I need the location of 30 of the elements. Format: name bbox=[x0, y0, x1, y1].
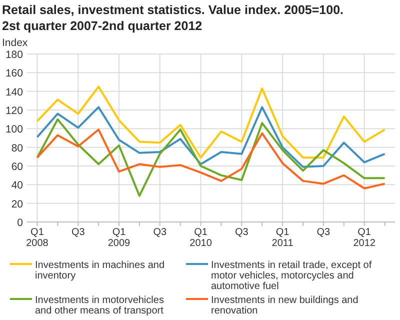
y-tick-label: 160 bbox=[5, 68, 24, 80]
x-tick-label: Q3 bbox=[71, 227, 86, 238]
x-tick-label: Q3 bbox=[153, 227, 167, 238]
line-series bbox=[36, 128, 386, 190]
y-axis-title: Index bbox=[2, 37, 28, 49]
y-tick-label: 40 bbox=[11, 180, 24, 192]
line-series bbox=[36, 106, 386, 168]
y-tick-label: 100 bbox=[5, 124, 24, 136]
line-series bbox=[36, 118, 386, 197]
y-tick-label: 60 bbox=[11, 161, 24, 173]
line-series bbox=[36, 86, 386, 159]
legend-label: Investments in machines and inventory bbox=[35, 260, 165, 282]
legend-label: Investments in retail trade, except of motor vehicles, motorcycles and automotive fuel bbox=[211, 260, 372, 292]
y-tick-label: 80 bbox=[11, 142, 24, 154]
legend-label: Investments in motorvehicles and other means of transport bbox=[35, 295, 164, 316]
x-tick-label: Q1 2011 bbox=[272, 227, 294, 249]
y-tick-label: 0 bbox=[17, 217, 24, 229]
y-tick-label: 140 bbox=[5, 86, 24, 98]
chart-subtitle: 2st quarter 2007-2nd quarter 2012 bbox=[2, 19, 202, 33]
y-tick-label: 120 bbox=[5, 105, 24, 117]
x-tick-label: Q3 bbox=[316, 227, 331, 238]
y-tick-label: 180 bbox=[5, 49, 24, 61]
x-tick-label: Q1 2010 bbox=[190, 227, 212, 249]
chart-title: Retail sales, investment statistics. Value index. 2005=100. bbox=[2, 3, 344, 17]
y-tick-label: 20 bbox=[11, 198, 24, 210]
x-tick-label: Q3 bbox=[234, 227, 249, 238]
x-tick-label: Q1 2008 bbox=[26, 227, 49, 249]
x-tick-label: Q1 2012 bbox=[353, 227, 376, 249]
x-tick-label: Q1 2009 bbox=[108, 227, 131, 249]
legend-label: Investments in new buildings and renovation bbox=[211, 295, 358, 316]
